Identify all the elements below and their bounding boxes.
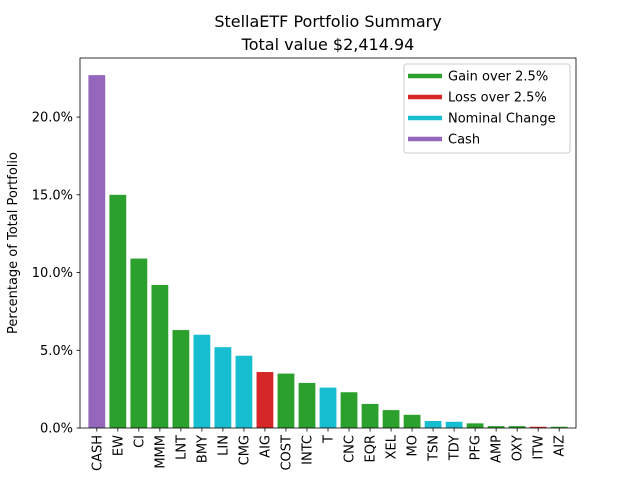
x-tick-label: LIN [216,435,231,456]
bar-tdy [445,421,463,428]
bar-ew [109,194,127,428]
bar-aiz [550,426,568,428]
x-tick-label: INTC [300,435,315,465]
legend-label: Cash [448,133,480,148]
x-tick-label: BMY [195,435,210,463]
x-tick-label: CASH [90,435,105,471]
y-tick-label: 5.0% [40,344,73,359]
bar-cash [88,75,106,428]
bar-cost [277,373,295,428]
x-tick-label: TDY [448,435,463,461]
legend-box [403,63,571,154]
x-tick-label: CNC [343,435,358,463]
x-tick-label: T [322,435,337,444]
x-tick-label: OXY [511,435,526,461]
bar-tsn [424,421,442,428]
y-axis-label: Percentage of Total Portfolio [6,152,21,334]
bar-itw [529,426,547,428]
bar-cmg [235,355,253,428]
x-tick-label: XEL [385,434,400,459]
x-tick-label: MMM [153,435,168,469]
chart-title: StellaETF Portfolio Summary [214,12,441,31]
legend-label: Loss over 2.5% [448,91,547,106]
legend: Gain over 2.5% Loss over 2.5% Nominal Chan… [403,63,571,154]
bar-aig [256,372,274,428]
bar-amp [487,426,505,428]
bar-t [319,387,337,428]
bar-oxy [508,426,526,428]
y-tick-label: 20.0% [32,111,73,126]
x-tick-label: AIZ [553,435,568,457]
x-tick-label: EW [111,435,126,456]
bar-pfg [466,423,484,428]
x-tick-label: TSN [427,435,442,462]
bar-intc [298,382,316,428]
bar-lin [214,347,232,428]
x-tick-label: CMG [237,435,252,465]
y-tick-label: 15.0% [32,188,73,203]
bar-ci [130,258,148,428]
x-tick-label: EQR [364,435,379,462]
legend-label: Nominal Change [448,112,556,127]
x-tick-label: MO [406,435,421,456]
bar-xel [382,410,400,428]
y-tick-label: 10.0% [32,266,73,281]
chart-subtitle: Total value $2,414.94 [241,35,415,54]
bar-cnc [340,392,358,428]
bar-mo [403,414,421,428]
x-tick-label: LNT [174,435,189,460]
y-tick-label: 0.0% [40,422,73,437]
axes: 0.0% 5.0% 10.0% 15.0% 20.0% CASH EW CI MMM LNT BMY… [32,57,577,471]
x-tick-label: AIG [258,435,273,458]
bar-bmy [193,334,211,428]
x-tick-label: COST [279,435,294,471]
x-tick-label: PFG [469,435,484,460]
bar-lnt [172,330,190,428]
bars [88,75,568,428]
legend-label: Gain over 2.5% [448,70,548,85]
x-tick-label: AMP [490,435,505,463]
bar-eqr [361,403,379,428]
x-tick-label: CI [132,435,147,448]
bar-mmm [151,284,169,428]
x-tick-label: ITW [532,435,547,460]
